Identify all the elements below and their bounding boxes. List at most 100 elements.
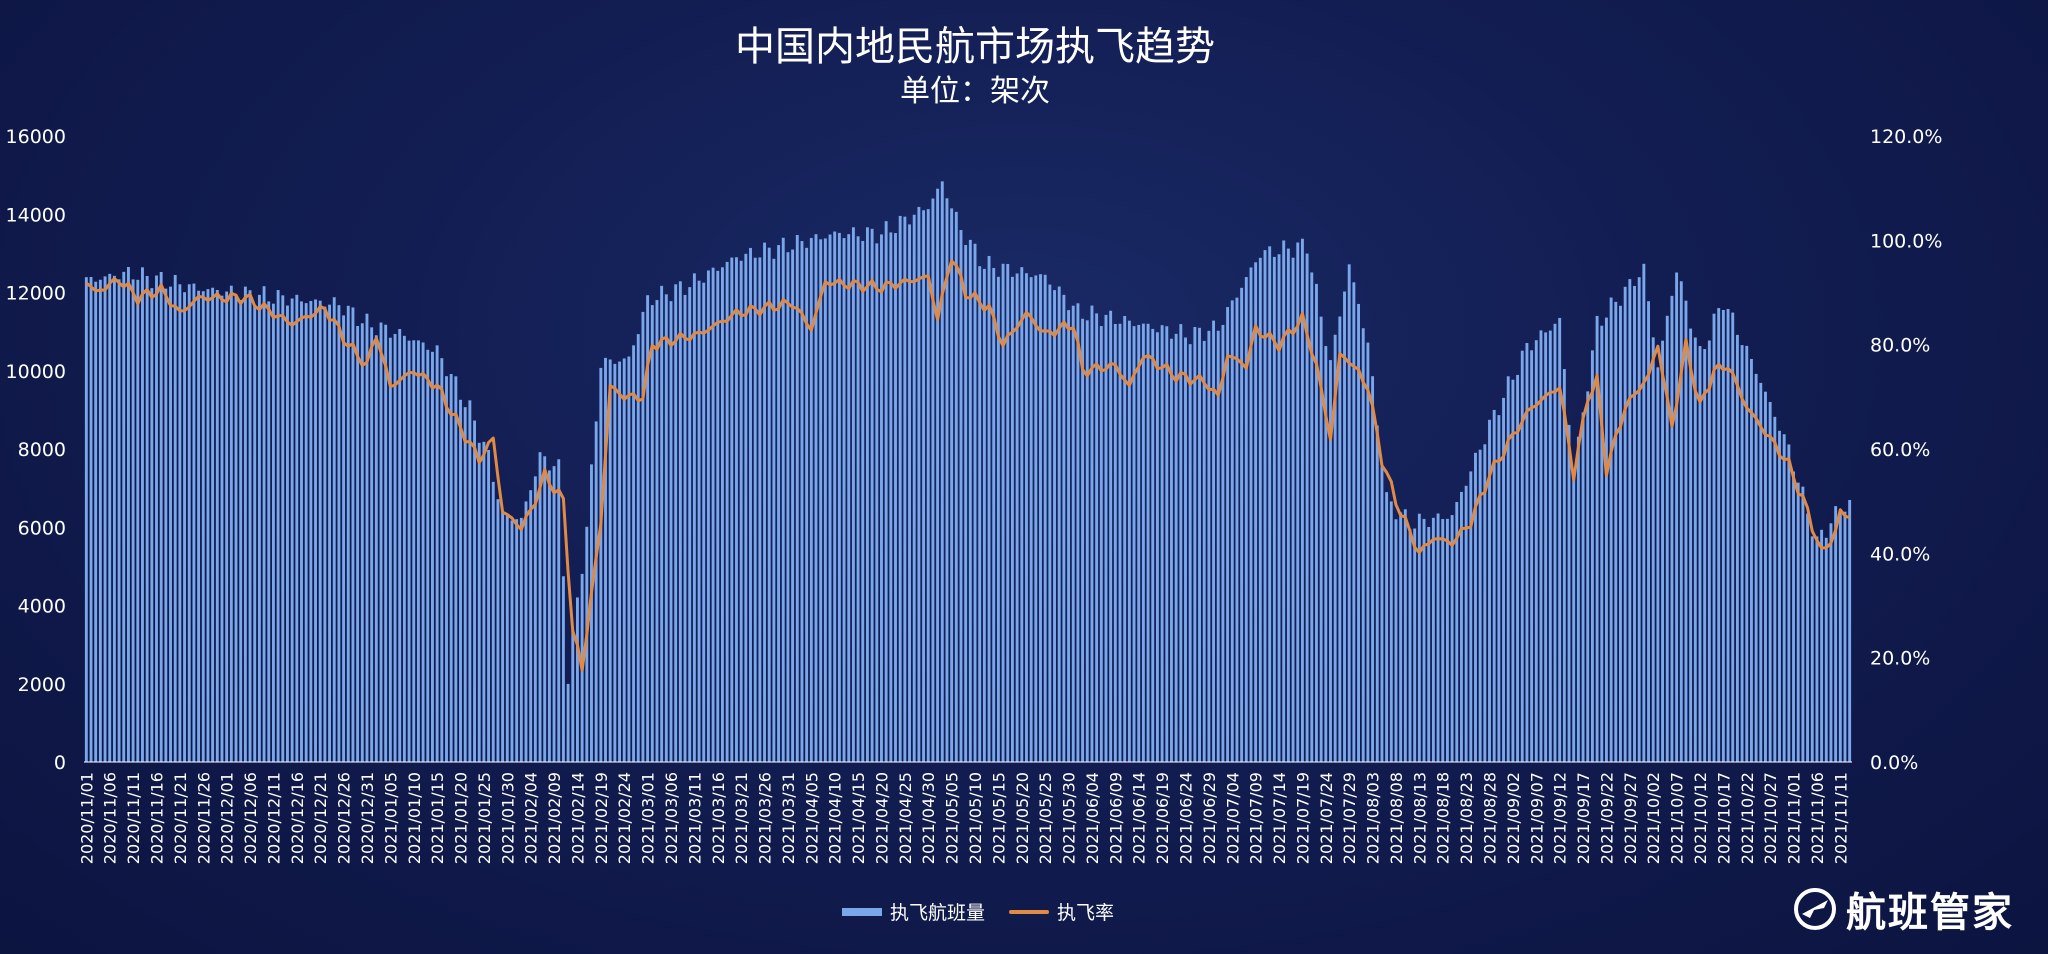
y-right-tick-label: 60.0% bbox=[1870, 439, 1930, 461]
bar bbox=[627, 356, 631, 762]
bar bbox=[1749, 358, 1753, 762]
bar bbox=[982, 268, 986, 762]
bar bbox=[1300, 238, 1304, 763]
bar bbox=[1104, 314, 1108, 762]
x-tick-label: 2020/11/21 bbox=[171, 772, 190, 864]
bar bbox=[253, 304, 257, 762]
bar bbox=[159, 272, 163, 762]
bar bbox=[1815, 536, 1819, 762]
bar bbox=[856, 236, 860, 763]
bar bbox=[1403, 509, 1407, 762]
x-tick-label: 2021/01/25 bbox=[475, 772, 494, 864]
bar bbox=[449, 374, 453, 762]
bar bbox=[547, 470, 551, 762]
x-tick-label: 2020/12/31 bbox=[358, 772, 377, 864]
bar bbox=[1689, 328, 1693, 762]
bar bbox=[431, 351, 434, 762]
bar bbox=[842, 238, 846, 762]
x-tick-label: 2021/02/09 bbox=[545, 772, 564, 864]
y-right-tick-label: 120.0% bbox=[1870, 126, 1942, 148]
bar bbox=[917, 206, 921, 762]
bar bbox=[636, 334, 640, 762]
bar bbox=[1151, 328, 1155, 762]
bar bbox=[1469, 471, 1473, 762]
bar bbox=[823, 238, 827, 762]
x-tick-label: 2021/10/22 bbox=[1738, 772, 1757, 864]
x-tick-label: 2021/03/16 bbox=[709, 772, 728, 864]
bar bbox=[1202, 340, 1206, 762]
bar bbox=[1534, 340, 1538, 762]
x-tick-label: 2021/07/04 bbox=[1223, 772, 1242, 864]
bar bbox=[1413, 528, 1417, 762]
bar bbox=[739, 260, 743, 762]
x-tick-label: 2021/03/06 bbox=[662, 772, 681, 864]
x-tick-label: 2021/09/17 bbox=[1574, 772, 1593, 864]
bar bbox=[1525, 343, 1529, 762]
x-tick-label: 2021/05/30 bbox=[1060, 772, 1079, 864]
bar bbox=[865, 227, 869, 762]
bar bbox=[1544, 332, 1548, 762]
bar bbox=[1305, 253, 1309, 763]
x-tick-label: 2021/04/10 bbox=[826, 772, 845, 864]
bar bbox=[1244, 277, 1248, 762]
x-tick-label: 2020/12/16 bbox=[288, 772, 307, 864]
bar bbox=[201, 291, 205, 762]
bar bbox=[594, 421, 598, 762]
y-left-tick-label: 12000 bbox=[6, 283, 66, 305]
bar bbox=[940, 181, 944, 763]
bar bbox=[1198, 327, 1201, 762]
bar bbox=[1843, 511, 1847, 762]
chart-title: 中国内地民航市场执飞趋势 bbox=[735, 24, 1215, 70]
bar bbox=[996, 276, 1000, 762]
x-tick-label: 2020/12/26 bbox=[335, 772, 354, 864]
bar bbox=[360, 323, 364, 762]
bar bbox=[1113, 323, 1117, 762]
bar bbox=[692, 273, 696, 762]
bar bbox=[1212, 320, 1216, 762]
bar bbox=[1548, 330, 1552, 762]
bar bbox=[763, 242, 766, 763]
bar bbox=[1581, 412, 1585, 762]
legend-item-bar[interactable]: 执飞航班量 bbox=[842, 898, 985, 925]
bar bbox=[613, 363, 617, 762]
bar bbox=[398, 328, 402, 762]
bar bbox=[1558, 317, 1562, 762]
bar bbox=[819, 239, 823, 762]
bar bbox=[954, 211, 958, 762]
bar bbox=[1029, 277, 1033, 762]
x-tick-label: 2020/12/11 bbox=[264, 772, 283, 864]
legend-item-line[interactable]: 执飞率 bbox=[1009, 898, 1114, 925]
bar bbox=[1006, 263, 1010, 762]
bar bbox=[454, 376, 458, 762]
bar bbox=[847, 234, 851, 762]
bar bbox=[1207, 330, 1211, 762]
bar bbox=[1048, 284, 1052, 762]
bar bbox=[646, 295, 650, 762]
bar bbox=[1474, 452, 1477, 762]
bar bbox=[1759, 382, 1763, 762]
bar bbox=[225, 291, 229, 762]
bar bbox=[1338, 316, 1342, 762]
bar bbox=[323, 306, 327, 762]
bar bbox=[1796, 482, 1800, 762]
bar bbox=[1778, 430, 1781, 762]
bar bbox=[1254, 262, 1258, 762]
bar bbox=[94, 281, 98, 762]
y-right-tick-label: 20.0% bbox=[1870, 648, 1930, 670]
x-tick-label: 2021/01/15 bbox=[428, 772, 447, 864]
bar bbox=[566, 683, 570, 762]
bar bbox=[1703, 349, 1707, 762]
bar bbox=[155, 275, 158, 762]
bar bbox=[1516, 374, 1520, 762]
bar bbox=[1721, 309, 1725, 762]
bar bbox=[314, 299, 317, 762]
bar bbox=[706, 270, 710, 762]
bar bbox=[515, 519, 519, 762]
bar bbox=[561, 576, 565, 762]
bar bbox=[295, 294, 299, 762]
bar bbox=[1792, 471, 1795, 762]
bar bbox=[187, 284, 191, 762]
bar bbox=[178, 284, 182, 762]
bar bbox=[744, 253, 748, 763]
